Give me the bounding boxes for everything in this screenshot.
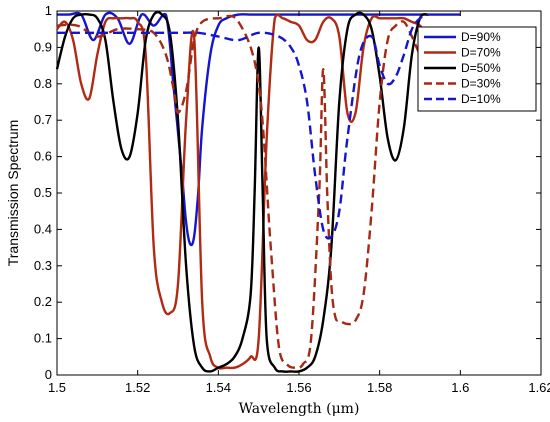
y-tick-label: 0.6: [34, 149, 52, 164]
legend-label: D=90%: [461, 30, 501, 44]
series-line-3: [56, 14, 430, 370]
series-line-0: [57, 11, 461, 247]
series-lines: [55, 10, 461, 373]
y-tick-label: 1: [45, 3, 52, 18]
x-tick-label: 1.6: [451, 380, 469, 395]
y-tick-label: 0: [45, 367, 52, 382]
y-tick-label: 0.4: [34, 221, 52, 236]
y-tick-label: 0.8: [34, 76, 52, 91]
y-tick-label: 0.7: [34, 112, 52, 127]
x-tick-label: 1.54: [206, 380, 231, 395]
series-line-2: [55, 10, 429, 373]
series-line-1: [56, 13, 430, 370]
y-axis-title: Transmission Spectrum: [5, 120, 21, 267]
x-tick-label: 1.5: [48, 380, 66, 395]
y-tick-label: 0.9: [34, 39, 52, 54]
x-tick-label: 1.56: [286, 380, 311, 395]
chart-legend: D=90% D=70%D=50% D=30%D=10%: [417, 26, 537, 112]
y-tick-label: 0.2: [34, 294, 52, 309]
x-axis-title: Wavelength (μm): [239, 401, 360, 417]
legend-label: D=30%: [461, 77, 501, 91]
y-tick-label: 0.1: [34, 331, 52, 346]
y-tick-label: 0.5: [34, 185, 52, 200]
x-tick-label: 1.58: [367, 380, 392, 395]
legend-label: D=10%: [461, 92, 501, 106]
y-tick-label: 0.3: [34, 258, 52, 273]
x-axis-ticks: 1.5 1.52 1.54 1.56 1.58 1.6 1.62: [48, 11, 550, 395]
y-axis-ticks: 0 0.1 0.2 0.3 0.4 0.5 0.6 0.7 0.8 0.9 1: [34, 3, 541, 382]
series-line-4: [57, 13, 429, 240]
legend-label: D=50%: [461, 61, 501, 75]
x-tick-label: 1.52: [125, 380, 150, 395]
legend-label: D=70%: [461, 46, 501, 60]
x-tick-label: 1.62: [528, 380, 550, 395]
